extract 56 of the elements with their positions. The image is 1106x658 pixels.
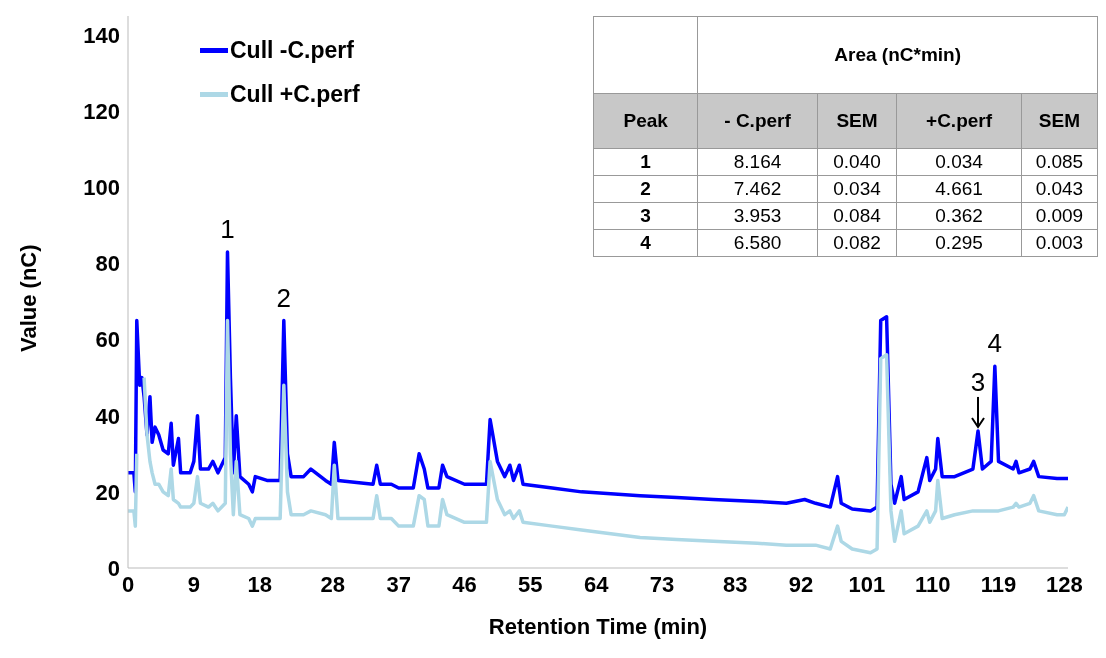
legend-label: Cull -C.perf: [230, 36, 354, 64]
x-tick-label: 46: [452, 571, 477, 597]
annotation: - C.perf: [697, 93, 818, 149]
y-tick-label: 60: [95, 327, 120, 353]
annotation: 0.009: [1021, 202, 1098, 230]
y-tick-label: 0: [107, 555, 120, 581]
annotation: 4: [987, 328, 1003, 359]
x-tick-label: 28: [320, 571, 346, 597]
annotation: SEM: [817, 93, 897, 149]
annotation: 2: [276, 282, 292, 313]
x-tick-label: 9: [187, 571, 200, 597]
x-tick-label: 83: [722, 571, 748, 597]
annotation: +C.perf: [896, 93, 1022, 149]
annotation: 1: [593, 148, 698, 176]
annotation: 0.084: [817, 202, 897, 230]
x-tick-label: 101: [848, 571, 886, 597]
annotation: 6.580: [697, 229, 818, 257]
annotation: 3.953: [697, 202, 818, 230]
annotation: 2: [593, 175, 698, 203]
annotation: 0.003: [1021, 229, 1098, 257]
annotation: 0.043: [1021, 175, 1098, 203]
annotation: 0.295: [896, 229, 1022, 257]
annotation: 0.085: [1021, 148, 1098, 176]
y-tick-label: 100: [83, 175, 120, 201]
x-tick-label: 128: [1045, 571, 1083, 597]
x-axis-title: Retention Time (min): [488, 614, 708, 639]
annotation: 8.164: [697, 148, 818, 176]
annotation: SEM: [1021, 93, 1098, 149]
annotation: 0.040: [817, 148, 897, 176]
annotation: Area (nC*min): [697, 16, 1098, 94]
legend-label: Cull +C.perf: [230, 80, 360, 108]
y-tick-label: 40: [95, 403, 120, 429]
x-tick-label: 64: [583, 571, 610, 597]
x-tick-label: 110: [914, 571, 951, 597]
y-tick-label: 140: [83, 22, 120, 48]
annotation: Peak: [593, 93, 698, 149]
annotation: 0.082: [817, 229, 897, 257]
annotation: 1: [220, 214, 235, 245]
annotation: 4.661: [896, 175, 1022, 203]
y-axis-title: Value (nC): [15, 244, 41, 352]
annotation: 0.034: [817, 175, 897, 203]
x-tick-label: 18: [247, 571, 272, 597]
x-tick-label: 119: [980, 571, 1017, 597]
annotation: 0.034: [896, 148, 1022, 176]
y-tick-label: 80: [95, 251, 120, 277]
x-tick-label: 92: [788, 571, 814, 597]
y-tick-label: 20: [95, 479, 120, 505]
x-tick-label: 55: [518, 571, 543, 597]
annotation: 7.462: [697, 175, 818, 203]
annotation: 3: [970, 366, 986, 397]
y-tick-label: 120: [83, 98, 120, 124]
x-tick-label: 37: [386, 571, 411, 597]
x-tick-label: 73: [649, 571, 675, 597]
annotation: 3: [593, 202, 698, 230]
annotation: 4: [593, 229, 698, 257]
annotation: 0.362: [896, 202, 1022, 230]
